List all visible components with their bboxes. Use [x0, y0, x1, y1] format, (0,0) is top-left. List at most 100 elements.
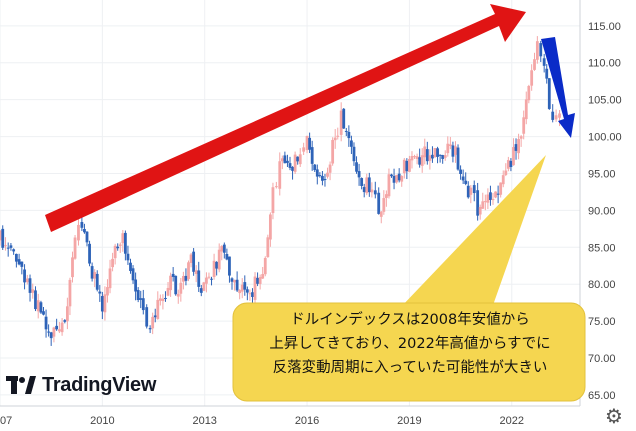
candle-body [423, 146, 427, 158]
candle-body [106, 287, 109, 296]
candle-body [49, 332, 53, 339]
candle-body [148, 328, 152, 330]
candle-body [90, 266, 94, 279]
candle-body [207, 276, 211, 278]
candle-body [220, 246, 224, 252]
candle-body [469, 187, 473, 195]
candle-body [243, 282, 247, 290]
candle-body [456, 147, 460, 170]
candle-body [512, 147, 515, 166]
candle-body [57, 329, 61, 332]
candle-body [217, 249, 221, 270]
candle-body [31, 289, 35, 293]
candle-body [514, 144, 518, 151]
candle-body [288, 163, 292, 168]
candle-body [210, 278, 213, 280]
candle-body [483, 201, 487, 203]
candle-body [293, 154, 297, 172]
candle-body [0, 230, 2, 241]
candle-body [161, 298, 165, 302]
candle-body [187, 262, 190, 280]
candle-body [481, 201, 485, 209]
candle-body [395, 174, 399, 183]
candle-body [315, 169, 319, 177]
candle-body [370, 189, 374, 193]
candle-body [93, 272, 97, 279]
y-tick-label: 75.00 [588, 316, 616, 328]
candle-body [202, 282, 206, 291]
gear-icon[interactable]: ⚙ [605, 404, 623, 428]
candle-body [443, 155, 447, 158]
candle-body [222, 244, 226, 253]
candle-body [504, 170, 508, 175]
candle-body [100, 296, 104, 312]
candle-body [65, 306, 69, 322]
candle-body [347, 131, 351, 139]
candle-body [47, 331, 51, 333]
candle-body [212, 260, 216, 278]
candle-body [527, 86, 531, 101]
candle-body [14, 253, 18, 262]
candle-body [136, 290, 140, 300]
candle-body [108, 268, 112, 289]
candle-body [261, 273, 265, 279]
candle-body [233, 279, 236, 283]
candle-body [25, 278, 29, 283]
candle-body [433, 147, 437, 158]
candle-body [431, 154, 434, 159]
candle-body [551, 111, 555, 120]
candle-body [558, 113, 561, 118]
candle-body [321, 176, 324, 181]
candle-body [103, 294, 107, 313]
candle-body [174, 275, 178, 295]
y-tick-label: 65.00 [588, 390, 616, 402]
candle-body [522, 117, 526, 134]
candle-body [20, 261, 24, 267]
candle-body [420, 155, 424, 166]
candle-body [253, 276, 257, 300]
candle-body [141, 298, 145, 311]
candle-body [365, 177, 369, 194]
candle-body [377, 192, 381, 214]
candle-body [205, 277, 208, 284]
candle-body [23, 269, 26, 283]
candle-body [230, 278, 234, 282]
candle-body [542, 58, 546, 66]
candle-body [199, 288, 203, 293]
candle-body [278, 161, 282, 189]
candle-body [425, 149, 429, 162]
candle-body [245, 289, 249, 293]
candle-body [251, 292, 254, 297]
candle-body [517, 139, 520, 154]
candle-body [235, 279, 239, 291]
candle-body [52, 327, 56, 337]
x-tick-label: 2016 [295, 415, 319, 427]
candle-body [271, 187, 275, 214]
candle-body [228, 256, 231, 276]
candle-body [413, 156, 416, 158]
candle-body [519, 136, 523, 139]
candle-body [134, 279, 138, 292]
candle-body [156, 299, 160, 319]
candle-body [298, 154, 302, 165]
candle-body [71, 257, 74, 278]
candle-body [402, 159, 406, 174]
downtrend-arrow [541, 37, 575, 138]
y-tick-label: 70.00 [588, 353, 616, 365]
candle-body [496, 193, 500, 195]
candle-body [415, 156, 419, 159]
candle-body [194, 270, 198, 274]
tradingview-logo[interactable]: TradingView [6, 372, 156, 398]
candle-body [189, 254, 193, 264]
candle-body [60, 322, 64, 333]
candle-body [95, 273, 99, 290]
x-tick-label: 2019 [397, 415, 421, 427]
candle-body [9, 245, 13, 248]
candle-body [390, 174, 393, 177]
candle-body [126, 253, 130, 261]
candle-body [545, 68, 549, 79]
candle-body [308, 137, 312, 150]
candle-body [491, 199, 495, 201]
candle-body [215, 261, 219, 269]
candle-body [530, 70, 534, 86]
